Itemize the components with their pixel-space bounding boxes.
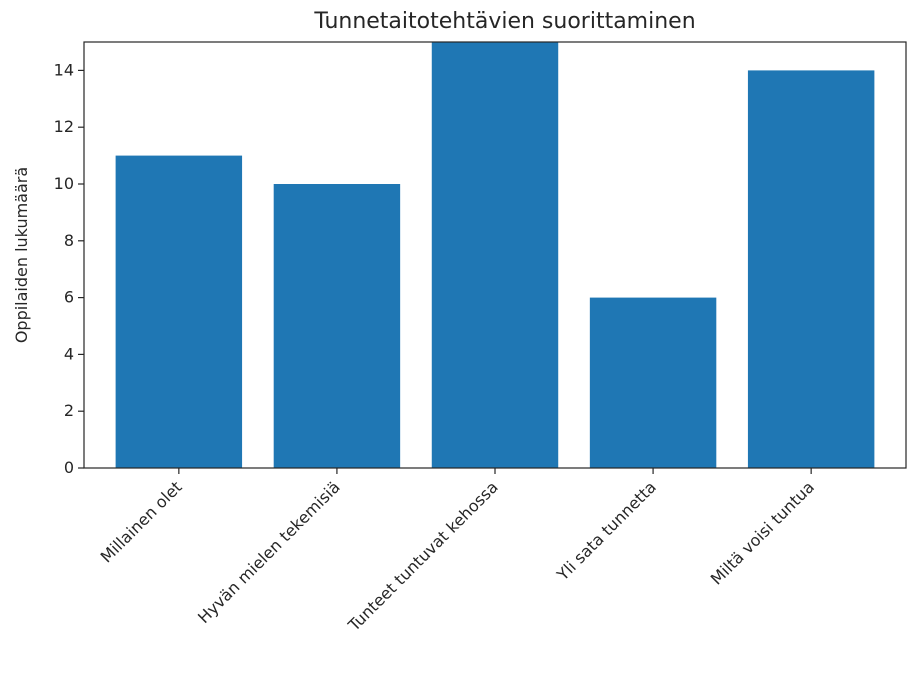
bars-group [115, 42, 875, 469]
x-tick-label: Millainen olet [97, 477, 186, 566]
x-tick-label: Miltä voisi tuntua [707, 477, 818, 588]
y-tick-label: 10 [54, 174, 74, 193]
x-tick-label: Hyvän mielen tekemisiä [194, 477, 344, 627]
y-tick-label: 8 [64, 231, 74, 250]
y-tick-label: 6 [64, 288, 74, 307]
bar-3 [431, 42, 559, 468]
bar-1 [115, 155, 243, 468]
y-tick-label: 0 [64, 458, 74, 477]
y-axis-label: Oppilaiden lukumäärä [12, 167, 31, 343]
y-tick-label: 2 [64, 401, 74, 420]
bar-2 [273, 184, 401, 468]
y-tick-label: 12 [54, 117, 74, 136]
y-tick-label: 4 [64, 344, 74, 363]
y-tick-label: 14 [54, 60, 74, 79]
bar-5 [747, 70, 875, 469]
plot-frame [83, 41, 907, 469]
chart-title: Tunnetaitotehtävien suorittaminen [313, 9, 695, 34]
x-tick-label: Tunteet tuntuvat kehossa [344, 477, 502, 635]
bar-4 [589, 297, 717, 468]
y-ticks-group: 0 2 4 6 8 10 12 14 [54, 60, 84, 477]
x-tick-label: Yli sata tunnetta [552, 477, 659, 584]
x-ticks-group: Millainen olet Hyvän mielen tekemisiä Tunt… [97, 468, 818, 635]
